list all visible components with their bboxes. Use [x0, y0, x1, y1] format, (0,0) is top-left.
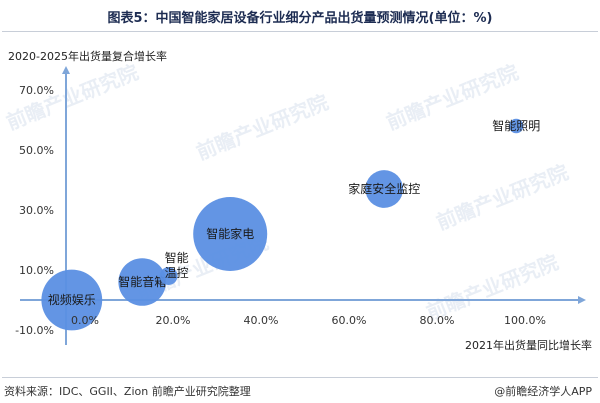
x-axis-label: 2021年出货量同比增长率: [465, 338, 592, 352]
y-axis-arrow: [62, 66, 70, 74]
x-axis-arrow: [578, 296, 586, 304]
x-tick-label: 0.0%: [71, 314, 99, 327]
bubble-label: 智能照明: [492, 118, 540, 133]
source-note: 资料来源：IDC、GGII、Zion 前瞻产业研究院整理: [4, 385, 251, 398]
bubble-label: 智能音箱: [118, 274, 166, 289]
x-tick-label: 60.0%: [332, 314, 367, 327]
y-tick-label: 30.0%: [19, 204, 54, 217]
x-tick-label: 100.0%: [504, 314, 546, 327]
y-tick-label: 50.0%: [19, 144, 54, 157]
watermark-text: 前瞻产业研究院: [433, 160, 572, 235]
bubble: [193, 197, 268, 271]
y-tick-label: -10.0%: [15, 324, 54, 337]
bubble-label: 温控: [165, 266, 189, 280]
watermark-text: 前瞻产业研究院: [3, 60, 142, 135]
x-tick-label: 40.0%: [244, 314, 279, 327]
y-axis-label: 2020-2025年出货量复合增长率: [8, 49, 167, 63]
bubble-label: 智能家电: [206, 226, 254, 241]
watermark-text: 前瞻产业研究院: [193, 90, 332, 165]
bubble: [508, 118, 524, 134]
bubble: [159, 267, 178, 285]
bubble-label: 智能: [165, 250, 189, 265]
y-tick-label: 10.0%: [19, 264, 54, 277]
y-tick-label: 70.0%: [19, 84, 54, 97]
x-tick-label: 20.0%: [156, 314, 191, 327]
title-divider: [2, 31, 598, 32]
x-tick-label: 80.0%: [420, 314, 455, 327]
bubble-label: 家庭安全监控: [348, 181, 420, 196]
brand-credit: @前瞻经济学人APP: [494, 385, 592, 398]
bubble: [365, 170, 404, 208]
bubble: [118, 258, 166, 306]
tick-labels: 0.0% 20.0% 40.0% 60.0% 80.0% 100.0% -10.0% 10.0…: [15, 84, 546, 337]
footer-divider: [2, 377, 598, 378]
chart-title: 图表5：中国智能家居设备行业细分产品出货量预测情况(单位：%): [107, 11, 493, 26]
bubble: [41, 269, 103, 331]
bubble-label: 视频娱乐: [48, 292, 96, 307]
